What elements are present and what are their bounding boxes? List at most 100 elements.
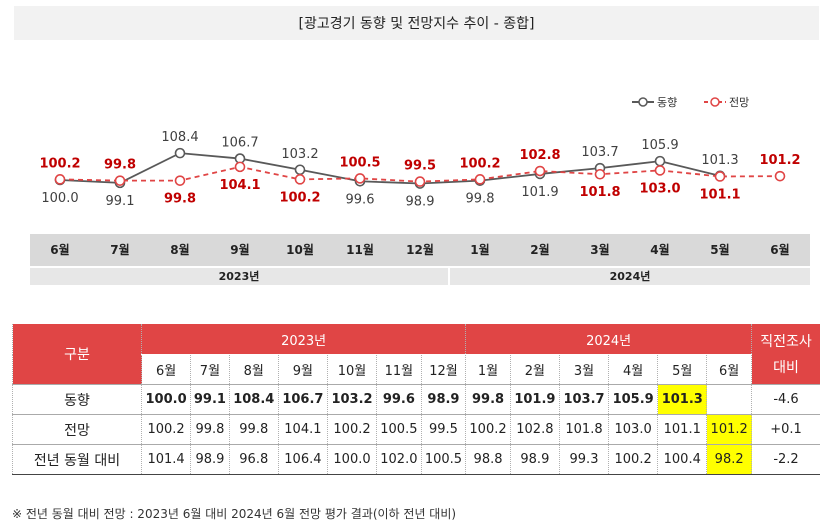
legend-marker-전망 — [710, 97, 720, 107]
data-label-전망-8: 102.8 — [519, 148, 560, 163]
table-cell: 108.4 — [228, 384, 279, 415]
point-동향-4 — [294, 164, 306, 176]
point-전망-7 — [474, 174, 486, 185]
month-tick-7: 1월 — [470, 243, 490, 257]
table-month-8: 2월 — [509, 354, 560, 385]
data-label-동향-2: 108.4 — [161, 130, 198, 145]
data-label-전망-11: 101.1 — [699, 187, 740, 202]
point-전망-8 — [534, 165, 546, 177]
point-전망-6 — [414, 176, 426, 187]
table-cell: 98.2 — [706, 444, 752, 475]
data-table: 구분 2023년 2024년 직전조사 대비 6월 7월 8월 9월 10월 11월 12월… — [12, 324, 820, 475]
table-cell: 106.7 — [277, 384, 328, 415]
table-month-6: 12월 — [420, 354, 466, 385]
table-cell: 99.5 — [420, 414, 466, 445]
point-전망-2 — [174, 175, 186, 186]
table-cell: 106.4 — [277, 444, 328, 475]
table-cell: 102.8 — [509, 414, 560, 445]
table-month-4: 10월 — [326, 354, 377, 385]
table-month-12: 6월 — [706, 354, 752, 385]
side-header-top: 직전조사 — [760, 334, 812, 350]
table-cell: 99.8 — [190, 414, 230, 445]
table-cell: 100.4 — [657, 444, 707, 475]
point-동향-10 — [654, 155, 666, 167]
month-tick-1: 7월 — [110, 243, 130, 257]
table-cell: 98.8 — [465, 444, 511, 475]
table-month-5: 11월 — [376, 354, 422, 385]
data-label-전망-3: 104.1 — [219, 178, 260, 193]
table-cell: 101.8 — [558, 414, 609, 445]
table-month-1: 7월 — [190, 354, 230, 385]
table-cell: 100.2 — [608, 444, 658, 475]
table-cell: 99.6 — [376, 384, 422, 415]
table-cell: 104.1 — [277, 414, 328, 445]
point-전망-11 — [714, 171, 726, 182]
month-tick-11: 5월 — [710, 243, 730, 257]
table-row-label: 동향 — [12, 384, 142, 415]
year-axis: 2023년 2024년 — [30, 268, 810, 285]
year-label-0: 2023년 — [30, 268, 448, 285]
legend-label-동향: 동향 — [657, 96, 677, 109]
data-label-동향-1: 99.1 — [106, 194, 135, 209]
table-cell: 99.8 — [228, 414, 279, 445]
table-cell: 99.8 — [465, 384, 511, 415]
point-전망-10 — [654, 165, 666, 176]
data-label-전망-2: 99.8 — [164, 192, 196, 207]
month-axis: 6월 7월 8월 9월 10월 11월 12월 1월 2월 3월 4월 5월 6월 — [30, 234, 810, 266]
table-cell: 101.4 — [140, 444, 191, 475]
chart-title-text: [광고경기 동향 및 전망지수 추이 - 종합] — [298, 16, 535, 32]
data-label-전망-12: 101.2 — [759, 153, 800, 168]
data-label-전망-5: 100.5 — [339, 155, 380, 170]
table-month-0: 6월 — [140, 354, 191, 385]
table-row-label: 전망 — [12, 414, 142, 445]
table-cell: 96.8 — [228, 444, 279, 475]
table-cell: 100.2 — [326, 414, 377, 445]
point-전망-5 — [354, 173, 366, 184]
table-month-10: 4월 — [608, 354, 658, 385]
table-cell: 98.9 — [190, 444, 230, 475]
series-line-동향 — [59, 152, 721, 185]
data-label-동향-9: 103.7 — [581, 145, 618, 160]
table-side-header: 직전조사 대비 — [751, 324, 820, 385]
table-cell: 99.3 — [558, 444, 609, 475]
data-label-전망-0: 100.2 — [39, 156, 80, 171]
point-동향-2 — [174, 147, 186, 159]
table-diff-cell: +0.1 — [751, 414, 820, 445]
side-header-bottom: 대비 — [773, 360, 799, 376]
data-label-전망-6: 99.5 — [404, 159, 436, 174]
data-label-전망-10: 103.0 — [639, 181, 680, 196]
table-row: 전망 100.2 99.8 99.8 104.1 100.2 100.5 99.5 100.2 1… — [12, 414, 820, 445]
table-month-2: 8월 — [228, 354, 279, 385]
table-month-row: 6월 7월 8월 9월 10월 11월 12월 1월 2월 3월 4월 5월 6월 — [13, 354, 821, 385]
month-tick-8: 2월 — [530, 243, 550, 257]
table-row: 동향 100.0 99.1 108.4 106.7 103.2 99.6 98.9 99.8 10… — [12, 384, 820, 415]
data-label-동향-4: 103.2 — [281, 147, 318, 162]
point-전망-1 — [114, 175, 126, 186]
table-cell — [706, 384, 752, 415]
month-tick-5: 11월 — [346, 243, 374, 257]
table-year-2023: 2023년 — [140, 324, 466, 355]
table-cell: 103.7 — [558, 384, 609, 415]
data-label-동향-5: 99.6 — [346, 192, 375, 207]
point-전망-12 — [774, 170, 786, 182]
table-cell: 101.9 — [509, 384, 560, 415]
line-chart: 동향 전망 100.0 99.1 108.4 106.7 103.2 99.6 98.9 99.8… — [39, 96, 800, 210]
data-label-동향-3: 106.7 — [221, 136, 258, 151]
table-cell: 98.9 — [509, 444, 560, 475]
data-label-전망-4: 100.2 — [279, 190, 320, 205]
month-tick-3: 9월 — [230, 243, 250, 257]
table-header-label: 구분 — [12, 324, 142, 385]
table-cell: 102.0 — [376, 444, 422, 475]
point-전망-3 — [234, 161, 246, 173]
table-row-label: 전년 동월 대비 — [12, 444, 142, 475]
table-cell: 103.2 — [326, 384, 377, 415]
month-tick-9: 3월 — [590, 243, 610, 257]
table-cell: 101.2 — [706, 414, 752, 445]
table-cell: 103.0 — [608, 414, 658, 445]
data-label-동향-6: 98.9 — [406, 195, 435, 210]
table-cell: 100.5 — [376, 414, 422, 445]
table-year-2024: 2024년 — [465, 324, 752, 355]
table-cell: 105.9 — [608, 384, 658, 415]
year-label-1: 2024년 — [450, 268, 810, 285]
table-cell: 98.9 — [420, 384, 466, 415]
